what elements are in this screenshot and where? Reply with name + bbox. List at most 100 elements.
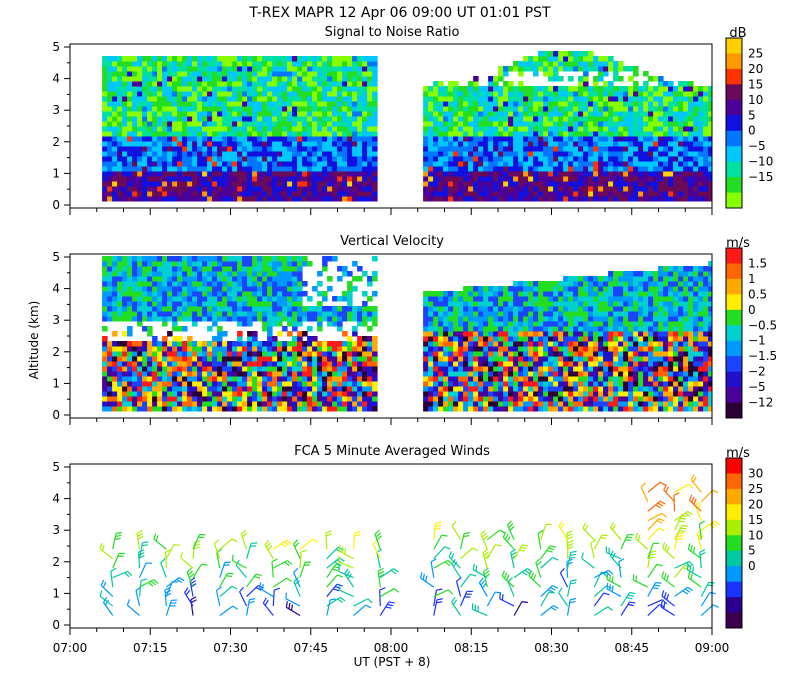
heat-cell — [528, 111, 534, 117]
heat-cell — [132, 71, 138, 77]
heat-cell — [327, 311, 333, 317]
heat-cell — [493, 371, 499, 377]
heat-cell — [658, 156, 664, 162]
heat-cell — [107, 376, 113, 382]
colorbar-swatch — [726, 53, 742, 70]
heat-cell — [598, 141, 604, 147]
heat-cell — [688, 126, 694, 132]
heat-cell — [503, 166, 509, 172]
heat-cell — [182, 181, 188, 187]
heat-cell — [463, 141, 469, 147]
heat-cell — [588, 61, 594, 67]
heat-cell — [703, 101, 709, 107]
heat-cell — [317, 141, 323, 147]
heat-cell — [708, 151, 712, 157]
heat-cell — [357, 91, 363, 97]
heat-cell — [267, 71, 273, 77]
heat-cell — [127, 61, 133, 67]
heat-cell — [142, 351, 148, 357]
heat-cell — [107, 366, 113, 372]
heat-cell — [423, 166, 429, 172]
heat-cell — [112, 56, 118, 62]
heat-cell — [568, 191, 574, 197]
heat-cell — [498, 371, 504, 377]
heat-cell — [127, 81, 133, 87]
heat-cell — [468, 86, 474, 92]
heat-cell — [117, 346, 123, 352]
heat-cell — [237, 341, 243, 347]
heat-cell — [162, 96, 168, 102]
heat-cell — [588, 156, 594, 162]
colorbar-swatch — [726, 38, 742, 54]
heat-cell — [548, 161, 554, 167]
heat-cell — [197, 196, 203, 202]
heat-cell — [568, 91, 574, 97]
heat-cell — [438, 86, 444, 92]
heat-cell — [453, 81, 459, 87]
heat-cell — [468, 91, 474, 97]
heat-cell — [708, 176, 712, 182]
heat-cell — [603, 86, 609, 92]
heat-cell — [252, 361, 258, 367]
heat-cell — [287, 321, 293, 327]
heat-cell — [267, 81, 273, 87]
heat-cell — [297, 336, 303, 342]
heat-cell — [357, 171, 363, 177]
heat-cell — [182, 96, 188, 102]
heat-cell — [237, 316, 243, 322]
heat-cell — [603, 186, 609, 192]
heat-cell — [247, 306, 253, 312]
heat-cell — [367, 161, 373, 167]
heat-cell — [152, 71, 158, 77]
heat-cell — [498, 401, 504, 407]
heat-cell — [588, 191, 594, 197]
heat-cell — [107, 156, 113, 162]
heat-cell — [227, 166, 233, 172]
heat-cell — [443, 141, 449, 147]
heat-cell — [112, 101, 118, 107]
heat-cell — [598, 146, 604, 152]
heat-cell — [142, 116, 148, 122]
heat-cell — [643, 96, 649, 102]
heat-cell — [112, 131, 118, 137]
heat-cell — [538, 196, 544, 202]
heat-cell — [372, 121, 378, 127]
heat-cell — [573, 61, 579, 67]
heat-cell — [453, 126, 459, 132]
heat-cell — [327, 71, 333, 77]
heat-cell — [673, 176, 679, 182]
heat-cell — [187, 276, 193, 282]
heat-cell — [152, 56, 158, 62]
heat-cell — [352, 176, 358, 182]
heat-cell — [292, 386, 298, 392]
heat-cell — [142, 156, 148, 162]
heat-cell — [192, 401, 198, 407]
heat-cell — [628, 151, 634, 157]
heat-cell — [608, 126, 614, 132]
heat-cell — [483, 286, 489, 292]
heat-cell — [192, 196, 198, 202]
heat-cell — [132, 376, 138, 382]
heat-cell — [633, 151, 639, 157]
heat-cell — [668, 161, 674, 167]
heat-cell — [332, 151, 338, 157]
heat-cell — [117, 151, 123, 157]
heat-cell — [372, 91, 378, 97]
heat-cell — [633, 191, 639, 197]
heat-cell — [698, 101, 704, 107]
heat-cell — [468, 316, 474, 322]
heat-cell — [127, 176, 133, 182]
heat-cell — [322, 146, 328, 152]
heat-cell — [152, 281, 158, 287]
heat-cell — [292, 106, 298, 112]
heat-cell — [242, 141, 248, 147]
heat-cell — [513, 106, 519, 112]
heat-cell — [322, 386, 328, 392]
heat-cell — [282, 61, 288, 67]
heat-cell — [232, 56, 238, 62]
heat-cell — [603, 181, 609, 187]
heat-cell — [287, 356, 293, 362]
heat-cell — [518, 91, 524, 97]
heat-cell — [683, 186, 689, 192]
heat-cell — [488, 321, 494, 327]
